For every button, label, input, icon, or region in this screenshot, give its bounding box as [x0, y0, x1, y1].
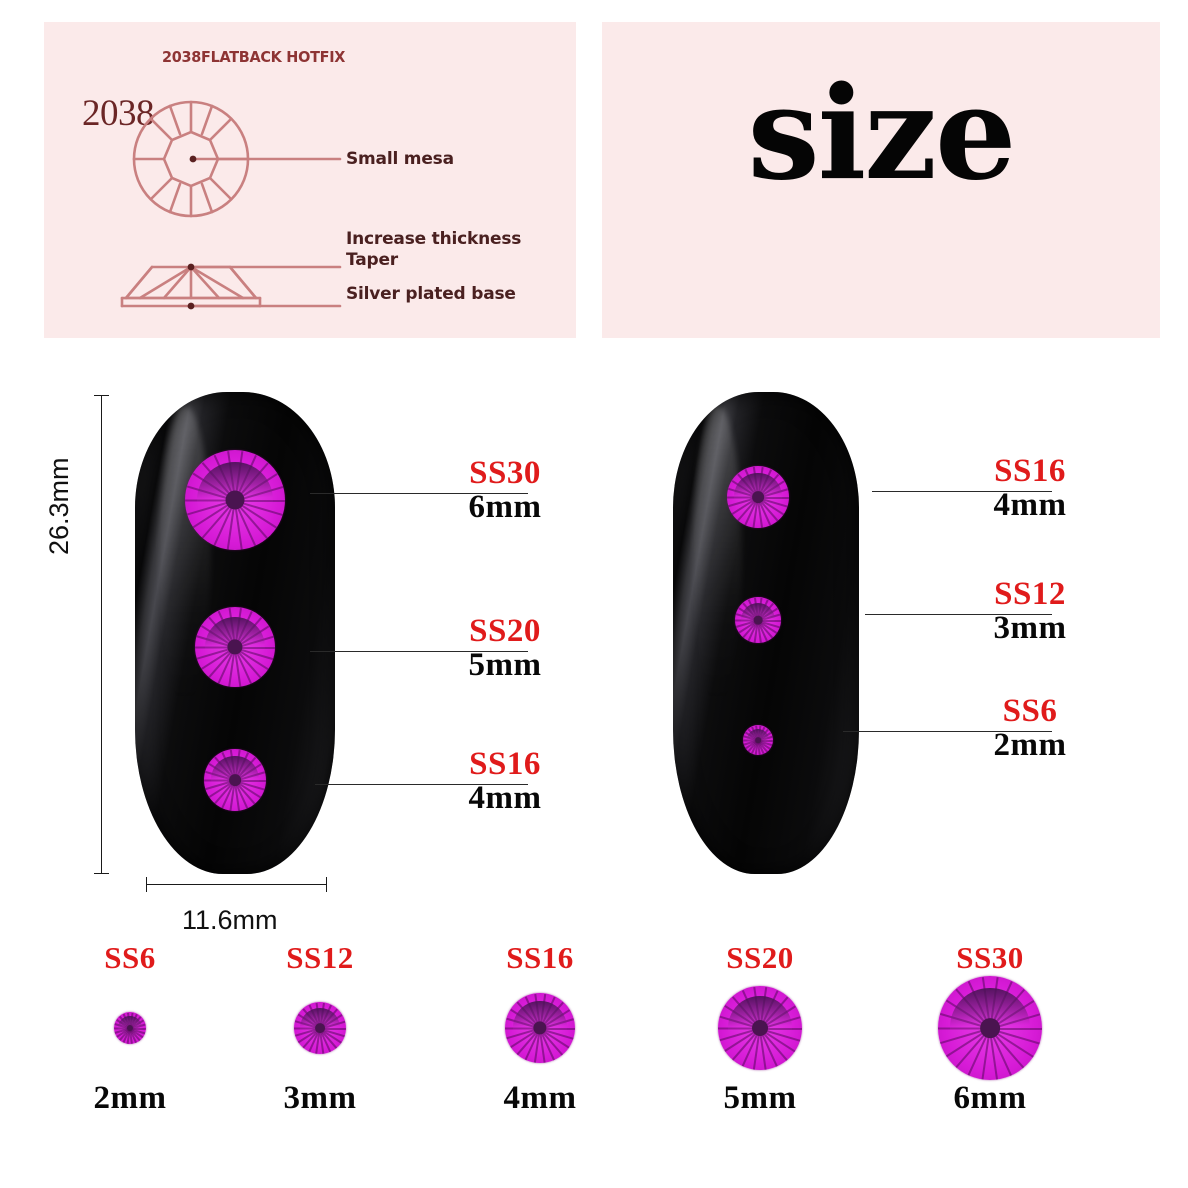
legend-mm-label: 2mm: [93, 1080, 167, 1116]
callout-leader-line-ss30: [310, 493, 528, 494]
nail-gloss-highlight: [693, 406, 742, 706]
rhinestone-on-nail-ss16: [204, 749, 266, 811]
width-dimension-line: [146, 884, 326, 885]
flatback-diagram-panel: 2038FLATBACK HOTFIX 2038: [44, 22, 576, 338]
legend-mm-label: 5mm: [723, 1080, 797, 1116]
callout-leader-line-ss12: [865, 614, 1052, 615]
legend-item-ss30: SS30 6mm: [900, 940, 1080, 1117]
legend-ss-label: SS20: [726, 940, 794, 975]
legend-ss-label: SS12: [286, 940, 354, 975]
annotation-increase-thickness: Increase thickness: [346, 229, 522, 249]
legend-ss-label: SS6: [104, 940, 156, 975]
size-heading-panel: size: [602, 22, 1160, 338]
callout-ss-label: SS30: [469, 455, 541, 491]
legend-item-ss20: SS20 5mm: [670, 940, 850, 1117]
width-dimension-cap-right: [326, 877, 327, 892]
callout-leader-line-ss16: [315, 784, 528, 785]
annotation-taper: Taper: [346, 250, 398, 270]
flatback-line-drawing: [120, 100, 342, 310]
legend-rhinestone-ss6: [114, 1012, 146, 1044]
callout-leader-line-ss16: [872, 491, 1052, 492]
size-callout-ss30: SS30 6mm: [400, 457, 610, 525]
leader-dots: [187, 155, 197, 310]
height-dimension-label: 26.3mm: [44, 457, 74, 555]
rhinestone-on-nail-ss12: [735, 597, 781, 643]
height-dimension-line: [101, 395, 102, 873]
callout-leader-line-ss20: [310, 651, 528, 652]
callout-leader-line-ss6: [843, 731, 1052, 732]
callout-mm-label: 2mm: [993, 727, 1067, 763]
legend-gem-slot: [670, 976, 850, 1080]
width-dimension-cap-left: [146, 877, 147, 892]
top-view-spokes: [132, 100, 250, 218]
legend-item-ss16: SS16 4mm: [450, 940, 630, 1117]
callout-mm-label: 3mm: [993, 610, 1067, 646]
size-callout-ss6: SS6 2mm: [925, 695, 1135, 763]
legend-gem-slot: [40, 976, 220, 1080]
annotation-small-mesa: Small mesa: [346, 149, 454, 169]
rhinestone-ss16: [727, 466, 789, 528]
size-callout-ss12: SS12 3mm: [925, 578, 1135, 646]
callout-mm-label: 5mm: [468, 647, 542, 683]
callout-mm-label: 6mm: [468, 489, 542, 525]
width-dimension-label: 11.6mm: [182, 905, 278, 935]
callout-ss-label: SS20: [469, 613, 541, 649]
rhinestone-on-nail-ss30: [185, 450, 285, 550]
callout-ss-label: SS16: [994, 453, 1066, 489]
legend-mm-label: 6mm: [953, 1080, 1027, 1116]
height-dimension-cap-bottom: [94, 873, 109, 874]
legend-item-ss12: SS12 3mm: [230, 940, 410, 1117]
legend-mm-label: 4mm: [503, 1080, 577, 1116]
legend-gem-slot: [900, 976, 1080, 1080]
rhinestone-ss20: [195, 607, 275, 687]
size-callout-ss16: SS16 4mm: [400, 748, 610, 816]
size-callout-ss16: SS16 4mm: [925, 455, 1135, 523]
callout-ss-label: SS12: [994, 576, 1066, 612]
side-view-facets: [124, 265, 258, 300]
height-dimension-cap-top: [94, 395, 109, 396]
size-callout-ss20: SS20 5mm: [400, 615, 610, 683]
size-heading: size: [747, 59, 1017, 209]
legend-gem-slot: [230, 976, 410, 1080]
rhinestone-on-nail-ss6: [743, 725, 773, 755]
callout-mm-label: 4mm: [468, 780, 542, 816]
legend-item-ss6: SS6 2mm: [40, 940, 220, 1117]
legend-mm-label: 3mm: [283, 1080, 357, 1116]
rhinestone-ss6: [743, 725, 773, 755]
legend-ss-label: SS16: [506, 940, 574, 975]
callout-ss-label: SS6: [1002, 693, 1058, 729]
rhinestone-on-nail-ss16: [727, 466, 789, 528]
legend-gem-slot: [450, 976, 630, 1080]
callout-mm-label: 4mm: [993, 487, 1067, 523]
rhinestone-ss16: [204, 749, 266, 811]
legend-rhinestone-ss30: [938, 976, 1042, 1080]
rhinestone-ss12: [735, 597, 781, 643]
legend-ss-label: SS30: [956, 940, 1024, 975]
legend-rhinestone-ss16: [505, 993, 575, 1063]
rhinestone-on-nail-ss20: [195, 607, 275, 687]
legend-rhinestone-ss20: [718, 986, 802, 1070]
annotation-silver-plated-base: Silver plated base: [346, 284, 516, 304]
rhinestone-ss30: [185, 450, 285, 550]
legend-rhinestone-ss12: [294, 1002, 346, 1054]
callout-ss-label: SS16: [469, 746, 541, 782]
panel-title: 2038FLATBACK HOTFIX: [162, 48, 346, 66]
